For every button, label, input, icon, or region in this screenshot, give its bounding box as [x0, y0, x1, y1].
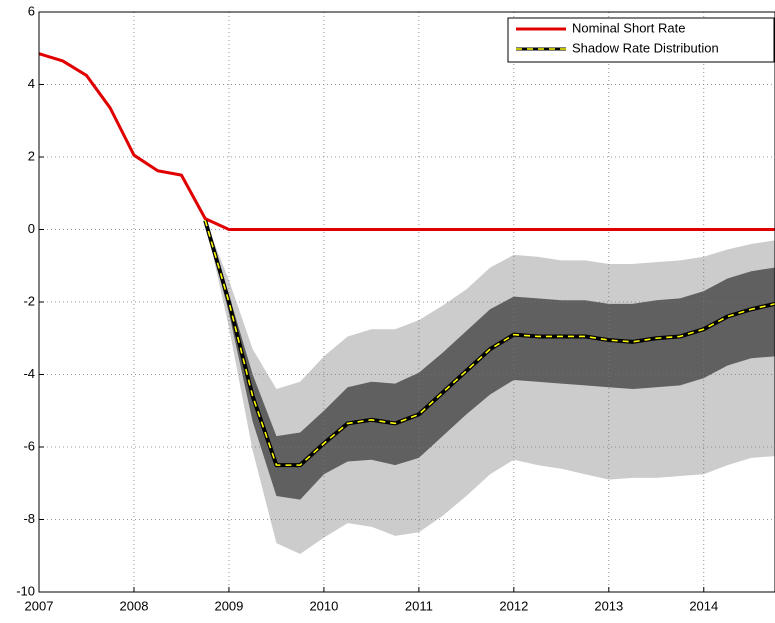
y-tick-label: 2 — [28, 148, 35, 163]
x-tick-label: 2008 — [120, 598, 149, 613]
legend-label: Shadow Rate Distribution — [572, 40, 719, 55]
y-tick-label: -6 — [23, 438, 35, 453]
y-tick-label: -4 — [23, 366, 35, 381]
line — [38, 52, 775, 231]
x-tick-label: 2012 — [499, 598, 528, 613]
plot-frame — [38, 11, 775, 593]
y-tick-label: -2 — [23, 293, 35, 308]
x-tick-label: 2013 — [594, 598, 623, 613]
y-tick-label: 0 — [28, 221, 35, 236]
x-tick-label: 2007 — [25, 598, 54, 613]
x-tick-label: 2009 — [214, 598, 243, 613]
x-tick-label: 2010 — [309, 598, 338, 613]
band — [205, 220, 775, 500]
y-tick-label: -10 — [16, 583, 35, 598]
legend-label: Nominal Short Rate — [572, 20, 685, 35]
legend: Nominal Short Rate Shadow Rate Distributi… — [507, 17, 775, 63]
y-tick-label: 4 — [28, 76, 35, 91]
y-tick-label: 6 — [28, 3, 35, 18]
line-dash — [204, 220, 775, 466]
y-tick-label: -8 — [23, 511, 35, 526]
legend-box — [507, 17, 775, 63]
x-tick-label: 2014 — [689, 598, 718, 613]
x-tick-label: 2011 — [405, 598, 433, 613]
